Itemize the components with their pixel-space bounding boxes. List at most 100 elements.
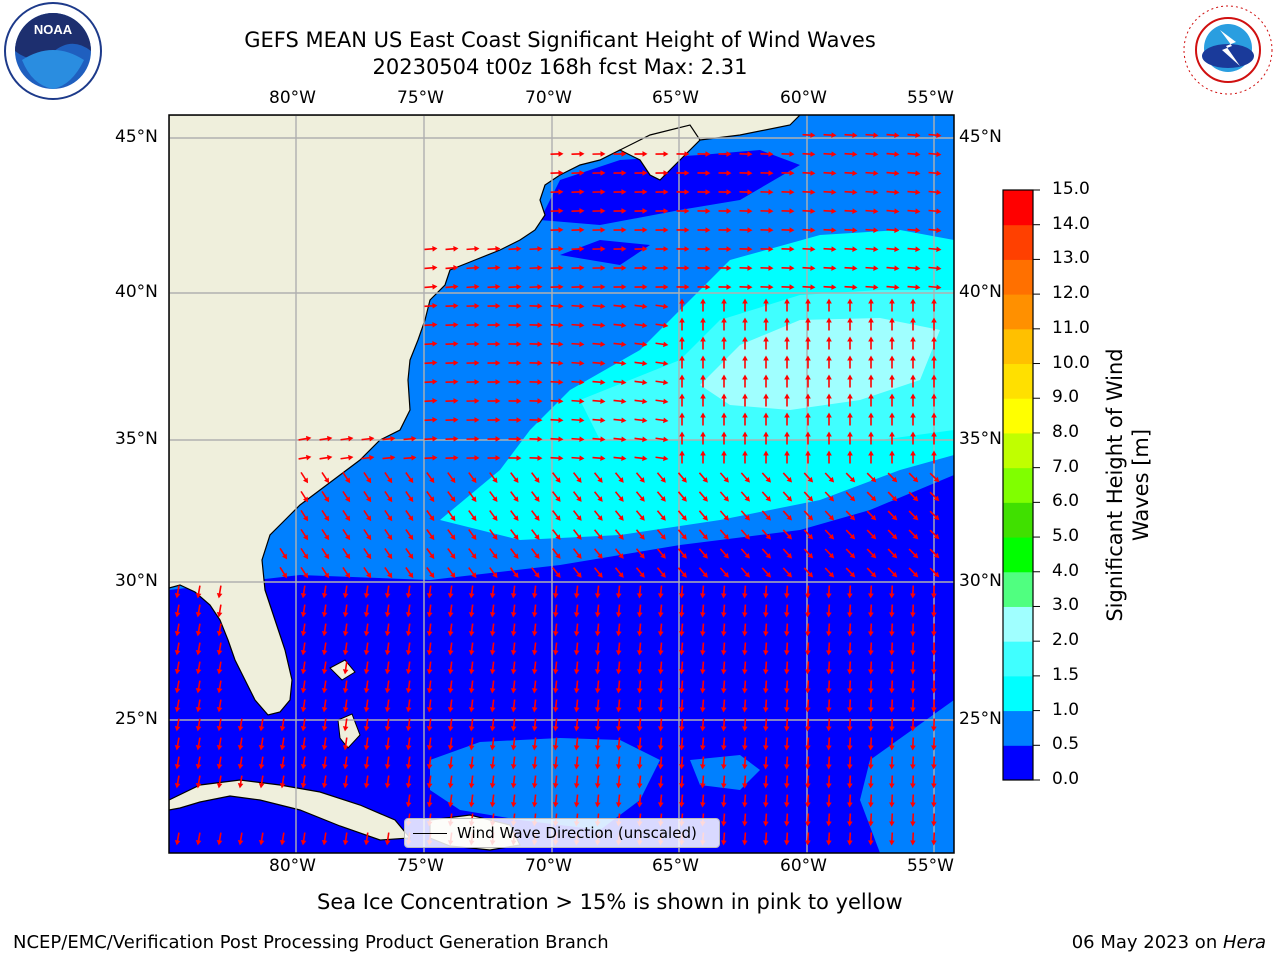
wave-arrow-head (516, 455, 522, 461)
wave-arrow-head (615, 612, 622, 618)
wave-arrow-head (369, 435, 375, 442)
wave-arrow-head (302, 477, 309, 484)
wave-arrow-head (805, 840, 811, 846)
wave-arrow-head (657, 650, 664, 656)
wave-arrow-head (408, 496, 414, 503)
wave-arrow-head (579, 151, 585, 157)
wave-arrow-head (700, 802, 706, 808)
lon-tick-top: 70°W (525, 88, 572, 108)
wave-arrow-head (174, 649, 181, 656)
wave-arrow-head (805, 783, 811, 789)
wave-arrow-head (681, 515, 687, 521)
wave-arrow-head (721, 669, 727, 675)
wave-arrow-head (174, 725, 181, 732)
wave-arrow-head (868, 355, 874, 361)
wave-arrow-head (742, 707, 748, 713)
wave-arrow-head (831, 208, 837, 214)
wave-arrow-head (621, 398, 627, 405)
wave-arrow-head (300, 764, 307, 770)
wave-arrow-head (763, 336, 769, 342)
wave-arrow-head (558, 265, 564, 271)
wave-arrow-head (489, 707, 496, 713)
wave-arrow-head (447, 669, 454, 675)
wave-arrow-head (747, 227, 753, 233)
wave-arrow-head (492, 477, 498, 484)
wave-arrow-head (763, 612, 769, 618)
wave-arrow-head (660, 515, 666, 521)
wave-arrow-head (558, 455, 564, 461)
wave-arrow-head (910, 374, 916, 380)
wave-arrow-head (702, 534, 708, 540)
wave-arrow-head (216, 726, 223, 732)
wave-arrow-head (663, 170, 669, 176)
wave-arrow-head (789, 265, 795, 271)
wave-arrow-head (807, 514, 814, 521)
wave-arrow-head (216, 612, 223, 618)
wave-arrow-head (889, 631, 895, 637)
wave-arrow-head (721, 802, 727, 808)
wave-arrow-head (618, 572, 624, 578)
wave-arrow-head (679, 431, 685, 437)
wave-arrow-head (915, 284, 921, 291)
wave-arrow-head (450, 515, 456, 522)
wave-arrow-head (600, 417, 606, 424)
wave-arrow-head (426, 745, 433, 751)
colorbar-tick-label: 1.0 (1052, 699, 1080, 720)
wave-arrow-head (826, 688, 832, 694)
wave-arrow-head (321, 631, 328, 637)
wave-arrow-head (342, 745, 349, 751)
wave-arrow-head (700, 431, 706, 437)
wave-arrow-head (615, 669, 622, 675)
wave-arrow-head (721, 431, 727, 437)
wave-arrow-head (889, 612, 895, 618)
wave-arrow-head (912, 514, 919, 521)
colorbar-segment (1003, 641, 1033, 677)
wave-arrow-head (216, 840, 223, 846)
wave-arrow-head (678, 783, 685, 789)
wave-arrow-head (432, 303, 438, 309)
wave-arrow-head (489, 726, 496, 732)
wave-arrow-head (429, 515, 435, 522)
wave-arrow-head (573, 726, 580, 732)
wave-arrow-head (600, 151, 606, 157)
wave-arrow-head (345, 572, 351, 579)
wave-arrow-head (910, 669, 916, 675)
wave-arrow-head (889, 802, 895, 808)
wave-arrow-head (432, 417, 438, 423)
wave-arrow-head (411, 455, 417, 461)
wave-arrow-head (174, 706, 181, 713)
wave-arrow-head (450, 534, 456, 541)
wave-arrow-head (468, 745, 475, 751)
wave-arrow-head (847, 355, 853, 361)
wave-arrow-head (618, 515, 624, 521)
wave-arrow-head (516, 341, 522, 347)
wave-arrow-head (552, 612, 559, 618)
wave-arrow-head (621, 284, 627, 290)
wave-arrow-head (868, 336, 874, 342)
wave-arrow-head (555, 515, 561, 521)
wave-arrow-head (621, 341, 627, 348)
wave-arrow-head (537, 284, 543, 290)
wave-arrow-head (912, 571, 919, 578)
wave-arrow-head (891, 514, 898, 521)
colorbar-segment (1003, 675, 1033, 712)
wave-arrow-head (426, 688, 433, 694)
wave-arrow-head (216, 745, 223, 751)
wave-arrow-head (657, 593, 664, 599)
wave-arrow-head (216, 593, 223, 599)
wave-arrow-head (868, 412, 874, 418)
colorbar-segment (1003, 606, 1033, 642)
wave-arrow-head (789, 189, 795, 195)
wave-arrow-head (931, 612, 937, 618)
wave-arrow-head (826, 802, 832, 808)
wave-arrow-head (889, 412, 895, 418)
wave-arrow-head (742, 669, 748, 675)
lat-tick-left: 45°N (115, 127, 158, 147)
colorbar (1002, 189, 1040, 781)
lat-tick-left: 30°N (115, 571, 158, 591)
wave-arrow-head (534, 515, 540, 521)
wave-arrow-head (327, 454, 333, 461)
wave-arrow-head (516, 322, 522, 328)
wave-arrow-head (889, 393, 895, 399)
wave-arrow-head (426, 726, 433, 732)
